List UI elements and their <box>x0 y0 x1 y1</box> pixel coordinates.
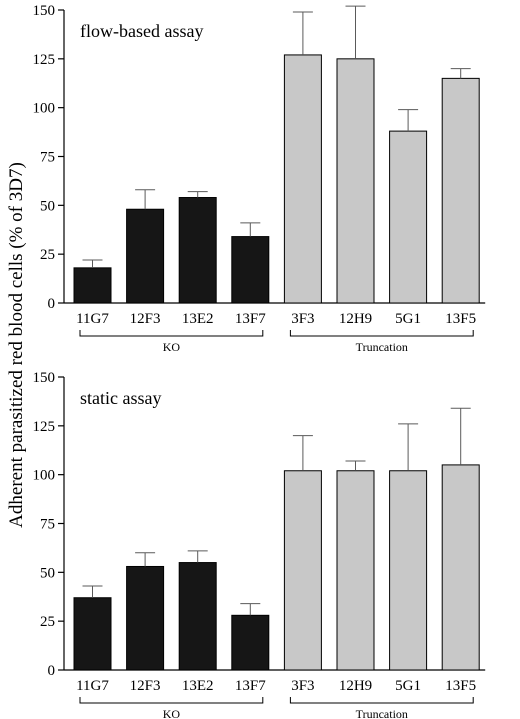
category-label-12F3: 12F3 <box>130 311 161 327</box>
category-label-11G7: 11G7 <box>76 311 109 327</box>
group-label-ko: KO <box>163 340 181 354</box>
y-tick-label: 75 <box>40 150 55 166</box>
bar-3F3 <box>283 54 322 304</box>
y-tick-label: 100 <box>33 468 56 484</box>
bar-12H9 <box>336 58 375 304</box>
category-label-5G1: 5G1 <box>395 678 421 694</box>
bar-13F5 <box>441 77 480 304</box>
y-tick-label: 0 <box>48 296 56 312</box>
category-label-13E2: 13E2 <box>182 678 214 694</box>
group-bracket-truncation <box>289 330 474 337</box>
group-bracket-truncation <box>289 697 474 704</box>
y-tick-label: 150 <box>33 3 56 19</box>
bar-12F3 <box>126 208 165 304</box>
panel-static-assay: 0 25 50 75 100 125 150 11G7 12F3 13E2 13F7 3F3 12H9 5… <box>33 370 486 719</box>
y-tick-label: 25 <box>40 614 55 630</box>
y-tick-label: 50 <box>40 565 55 581</box>
y-tick-label: 50 <box>40 198 55 214</box>
bar-12F3 <box>126 565 165 671</box>
bar-13F7 <box>231 236 270 304</box>
y-tick-label: 0 <box>48 663 56 679</box>
group-bracket-ko <box>79 697 264 704</box>
bar-11G7 <box>73 597 112 671</box>
bar-11G7 <box>73 267 112 304</box>
category-label-12F3: 12F3 <box>130 678 161 694</box>
y-tick-label: 125 <box>33 419 56 435</box>
panel-title: static assay <box>80 388 161 408</box>
group-label-truncation: Truncation <box>356 707 408 719</box>
group-label-truncation: Truncation <box>356 340 408 354</box>
y-tick-label: 100 <box>33 101 56 117</box>
category-label-13F5: 13F5 <box>445 311 476 327</box>
panel-title: flow-based assay <box>80 21 203 41</box>
category-label-13F7: 13F7 <box>235 311 266 327</box>
bar-12H9 <box>336 470 375 671</box>
panel-flow-based-assay: 0 25 50 75 100 125 150 11G7 12F3 13E2 13F7 3F3 12H9 5… <box>33 3 486 354</box>
category-label-3F3: 3F3 <box>291 311 314 327</box>
bar-13E2 <box>178 197 217 304</box>
group-label-ko: KO <box>163 707 181 719</box>
category-label-13E2: 13E2 <box>182 311 214 327</box>
category-label-12H9: 12H9 <box>339 311 372 327</box>
bar-5G1 <box>389 130 428 304</box>
y-axis-label: Adherent parasitized red blood cells (% … <box>6 162 27 528</box>
group-bracket-ko <box>79 330 264 337</box>
category-label-12H9: 12H9 <box>339 678 372 694</box>
y-tick-label: 25 <box>40 247 55 263</box>
category-label-13F7: 13F7 <box>235 678 266 694</box>
bar-5G1 <box>389 470 428 671</box>
category-label-3F3: 3F3 <box>291 678 314 694</box>
category-label-13F5: 13F5 <box>445 678 476 694</box>
y-tick-label: 125 <box>33 52 56 68</box>
category-label-5G1: 5G1 <box>395 311 421 327</box>
bar-3F3 <box>283 470 322 671</box>
bar-13F5 <box>441 464 480 671</box>
y-tick-label: 75 <box>40 517 55 533</box>
y-tick-label: 150 <box>33 370 56 386</box>
bar-13F7 <box>231 614 270 671</box>
bar-13E2 <box>178 562 217 671</box>
category-label-11G7: 11G7 <box>76 678 109 694</box>
